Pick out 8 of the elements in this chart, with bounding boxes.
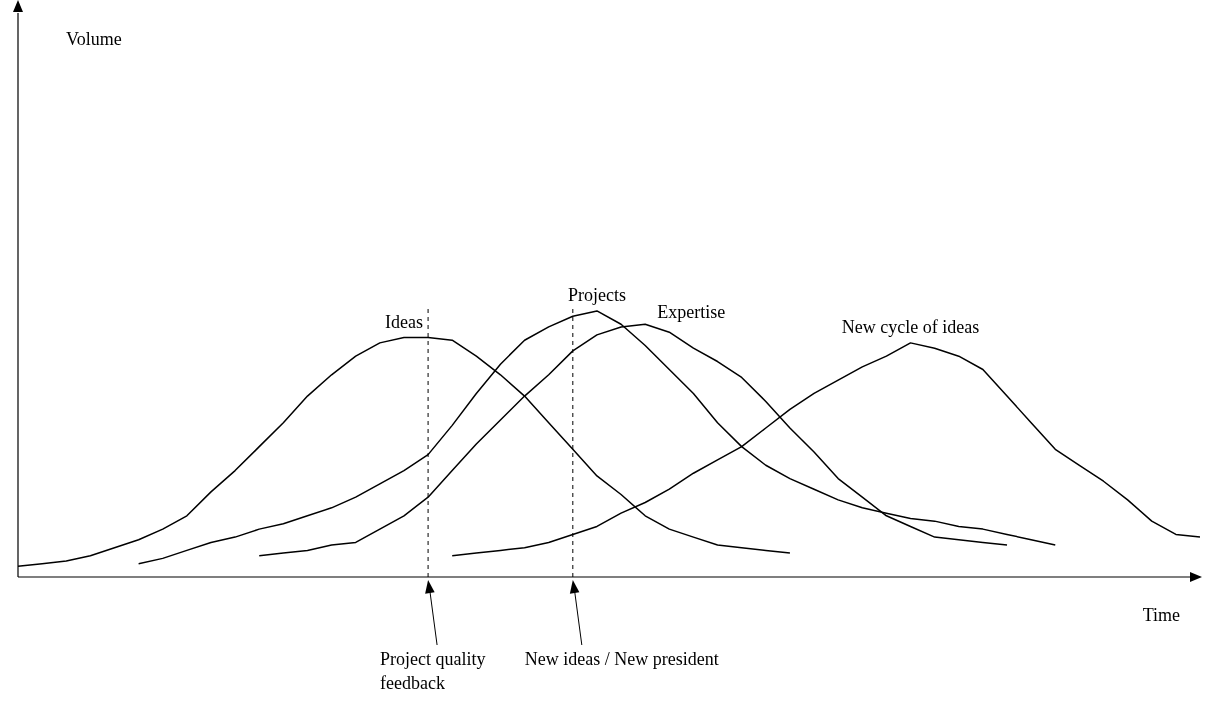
x-axis-title: Time [1142, 605, 1180, 625]
series-label: Projects [567, 284, 626, 305]
text: Project quality feedback [380, 649, 486, 693]
text: Volume [66, 29, 122, 49]
series-label: Expertise [657, 302, 726, 323]
series-label: Ideas [384, 311, 423, 332]
series-label: New cycle of ideas [841, 316, 980, 337]
text: New ideas / New president [524, 649, 719, 669]
